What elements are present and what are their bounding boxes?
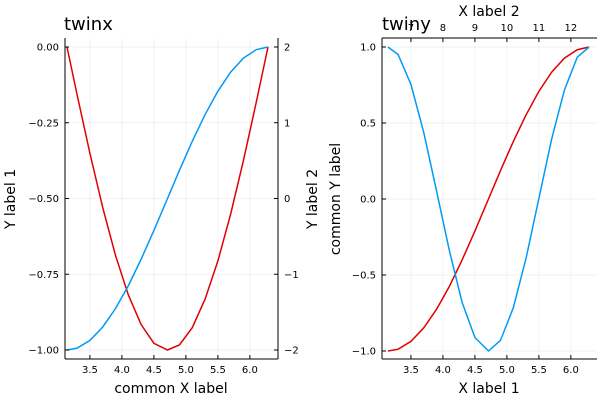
y-axis-ticks: 1.0 0.5 0.0 −0.5 −1.0 [352,43,386,358]
x-tick-label: 4.0 [435,365,451,376]
x-top-tick-label: 10 [501,23,514,34]
y-right-tick-label: −1 [284,270,299,281]
chart-title: twinx [64,14,113,35]
x-tick-label: 5.0 [178,365,194,376]
x-top-tick-label: 12 [565,23,578,34]
y-axis-label: common Y label [328,143,344,255]
y-axis-left-label: Y label 1 [3,169,19,230]
x-tick-label: 4.5 [146,365,162,376]
series-group [387,46,590,353]
series-line [66,46,269,351]
chart-title: twiny [382,14,431,35]
y-tick-label: 0.0 [360,195,376,206]
y-right-tick-label: 2 [284,43,290,54]
subplot-twiny: twiny 3.5 4.0 4.5 5.0 5.5 6.0 7 8 9 10 11 12 1.0 0.… [328,4,597,397]
y-right-tick-label: 1 [284,118,290,129]
y-tick-label: −0.25 [28,118,59,129]
x-top-tick-label: 8 [440,23,446,34]
y-tick-label: 1.0 [360,43,376,54]
x-tick-label: 6.0 [563,365,579,376]
x-top-tick-label: 7 [408,23,414,34]
y-tick-label: −1.00 [28,346,59,357]
y-right-tick-label: −2 [284,346,299,357]
grid [65,38,278,359]
x-tick-label: 3.5 [403,365,419,376]
x-axis-bottom-label: X label 1 [458,381,519,397]
y-tick-label: 0.5 [360,119,376,130]
x-top-tick-label: 11 [533,23,546,34]
x-tick-label: 5.5 [531,365,547,376]
y-tick-label: 0.00 [37,43,59,54]
y-axis-right-label: Y label 2 [305,169,321,230]
x-tick-label: 5.5 [210,365,226,376]
y-tick-label: −0.50 [28,194,59,205]
x-tick-label: 5.0 [499,365,515,376]
subplot-twinx: twinx 3.5 4.0 4.5 5.0 5.5 6.0 0.00 −0.25 −0.50 −… [3,14,321,397]
y-axis-right-ticks: 2 1 0 −1 −2 [274,43,299,357]
series-line [387,46,590,352]
y-tick-label: −0.75 [28,270,59,281]
y-tick-label: −0.5 [352,271,376,282]
x-axis-ticks: 3.5 4.0 4.5 5.0 5.5 6.0 [82,355,258,376]
x-top-tick-label: 9 [472,23,478,34]
y-axis-left-ticks: 0.00 −0.25 −0.50 −0.75 −1.00 [28,43,69,357]
series-line [66,46,269,351]
x-tick-label: 6.0 [242,365,258,376]
x-tick-label: 3.5 [82,365,98,376]
series-line [387,46,590,353]
x-tick-label: 4.0 [114,365,130,376]
x-axis-top-label: X label 2 [458,4,519,20]
x-axis-bottom-ticks: 3.5 4.0 4.5 5.0 5.5 6.0 [403,355,579,376]
x-axis-label: common X label [114,381,227,397]
y-tick-label: −1.0 [352,347,376,358]
y-right-tick-label: 0 [284,194,290,205]
series-group [66,46,269,351]
x-tick-label: 4.5 [467,365,483,376]
x-axis-top-ticks: 7 8 9 10 11 12 [408,23,578,42]
